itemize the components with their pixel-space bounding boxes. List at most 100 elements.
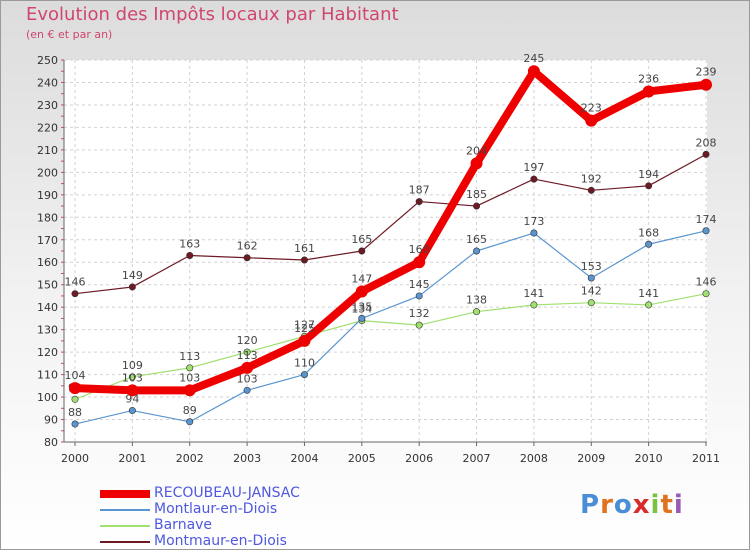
data-point-recoubeau-jansac: [183, 384, 196, 397]
chart-title: Evolution des Impôts locaux par Habitant: [26, 4, 399, 25]
legend-label: Barnave: [154, 517, 213, 533]
data-label-recoubeau-jansac: 113: [237, 349, 258, 362]
data-label-montlaur-en-diois: 168: [638, 226, 659, 239]
legend-label: Montlaur-en-Diois: [154, 501, 278, 517]
legend-swatch: [100, 541, 150, 543]
data-point-barnave: [702, 290, 710, 298]
legend-swatch: [100, 490, 150, 498]
y-tick-label: 250: [37, 54, 58, 67]
data-label-montlaur-en-diois: 103: [237, 372, 258, 385]
data-point-barnave: [530, 301, 538, 309]
proxiti-logo: Proxiti: [580, 490, 684, 520]
x-tick-label: 2004: [290, 452, 318, 465]
y-tick-label: 100: [37, 391, 58, 404]
data-label-barnave: 141: [638, 287, 659, 300]
data-point-barnave: [415, 321, 423, 329]
y-tick-label: 180: [37, 211, 58, 224]
data-label-montlaur-en-diois: 94: [125, 393, 139, 406]
data-label-montmaur-en-diois: 185: [466, 188, 487, 201]
data-label-montmaur-en-diois: 194: [638, 168, 659, 181]
data-point-montmaur-en-diois: [128, 283, 136, 291]
data-label-barnave: 132: [409, 307, 430, 320]
data-point-montlaur-en-diois: [358, 314, 366, 322]
legend-swatch: [100, 525, 150, 527]
data-label-montlaur-en-diois: 174: [696, 213, 717, 226]
data-label-recoubeau-jansac: 160: [409, 243, 430, 256]
data-label-recoubeau-jansac: 125: [294, 322, 315, 335]
data-label-montlaur-en-diois: 145: [409, 278, 430, 291]
y-tick-label: 240: [37, 76, 58, 89]
data-label-montlaur-en-diois: 173: [523, 215, 544, 228]
data-point-recoubeau-jansac: [470, 157, 483, 170]
x-tick-label: 2008: [520, 452, 548, 465]
data-point-montmaur-en-diois: [243, 254, 251, 262]
x-tick-label: 2009: [577, 452, 605, 465]
data-point-montmaur-en-diois: [186, 251, 194, 259]
data-label-montlaur-en-diois: 89: [183, 404, 197, 417]
data-point-montmaur-en-diois: [300, 256, 308, 264]
data-point-recoubeau-jansac: [642, 85, 655, 98]
data-point-montlaur-en-diois: [243, 386, 251, 394]
data-point-barnave: [473, 308, 481, 316]
data-label-montmaur-en-diois: 146: [65, 276, 86, 289]
data-label-montlaur-en-diois: 165: [466, 233, 487, 246]
data-label-recoubeau-jansac: 236: [638, 72, 659, 85]
data-label-recoubeau-jansac: 204: [466, 144, 487, 157]
data-point-recoubeau-jansac: [527, 65, 540, 78]
data-label-montmaur-en-diois: 149: [122, 269, 143, 282]
data-point-montlaur-en-diois: [128, 407, 136, 415]
data-point-montlaur-en-diois: [530, 229, 538, 237]
data-point-recoubeau-jansac: [585, 114, 598, 127]
y-tick-label: 150: [37, 279, 58, 292]
data-label-montlaur-en-diois: 153: [581, 260, 602, 273]
data-label-montmaur-en-diois: 163: [179, 237, 200, 250]
y-tick-label: 230: [37, 99, 58, 112]
data-label-montmaur-en-diois: 165: [351, 233, 372, 246]
y-tick-label: 120: [37, 346, 58, 359]
series-line-recoubeau-jansac: [71, 67, 710, 395]
y-tick-label: 110: [37, 369, 58, 382]
data-label-barnave: 141: [523, 287, 544, 300]
data-label-barnave: 134: [351, 303, 372, 316]
data-label-barnave: 138: [466, 294, 487, 307]
legend-label: Montmaur-en-Diois: [154, 533, 287, 549]
data-label-barnave: 113: [179, 350, 200, 363]
data-point-montmaur-en-diois: [71, 290, 79, 298]
x-tick-label: 2010: [635, 452, 663, 465]
data-point-barnave: [243, 348, 251, 356]
x-tick-label: 2000: [61, 452, 89, 465]
data-point-recoubeau-jansac: [700, 78, 712, 91]
data-label-barnave: 109: [122, 359, 143, 372]
data-point-barnave: [587, 299, 595, 307]
y-tick-label: 210: [37, 144, 58, 157]
data-point-barnave: [71, 395, 79, 403]
data-point-montlaur-en-diois: [702, 227, 710, 235]
x-tick-label: 2007: [463, 452, 491, 465]
y-tick-label: 140: [37, 301, 58, 314]
plot-area: [64, 60, 707, 442]
data-point-montmaur-en-diois: [645, 182, 653, 190]
series-line-montmaur-en-diois: [74, 153, 707, 295]
data-point-recoubeau-jansac: [355, 285, 368, 298]
data-label-montmaur-en-diois: 208: [696, 136, 717, 149]
data-label-montmaur-en-diois: 197: [523, 161, 544, 174]
data-label-barnave: 146: [696, 276, 717, 289]
data-label-montlaur-en-diois: 110: [294, 357, 315, 370]
data-point-barnave: [128, 373, 136, 381]
data-label-barnave: 142: [581, 285, 602, 298]
data-point-montmaur-en-diois: [702, 150, 710, 158]
data-label-montlaur-en-diois: 135: [351, 300, 372, 313]
data-point-recoubeau-jansac: [126, 384, 139, 397]
data-label-barnave: 120: [237, 334, 258, 347]
x-tick-label: 2002: [176, 452, 204, 465]
series-line-barnave: [74, 293, 707, 400]
data-point-recoubeau-jansac: [69, 382, 81, 395]
y-tick-label: 130: [37, 324, 58, 337]
data-point-barnave: [645, 301, 653, 309]
data-label-montmaur-en-diois: 162: [237, 240, 258, 253]
y-tick-label: 200: [37, 166, 58, 179]
y-tick-label: 220: [37, 121, 58, 134]
data-label-recoubeau-jansac: 104: [65, 369, 86, 382]
data-point-montlaur-en-diois: [300, 371, 308, 379]
